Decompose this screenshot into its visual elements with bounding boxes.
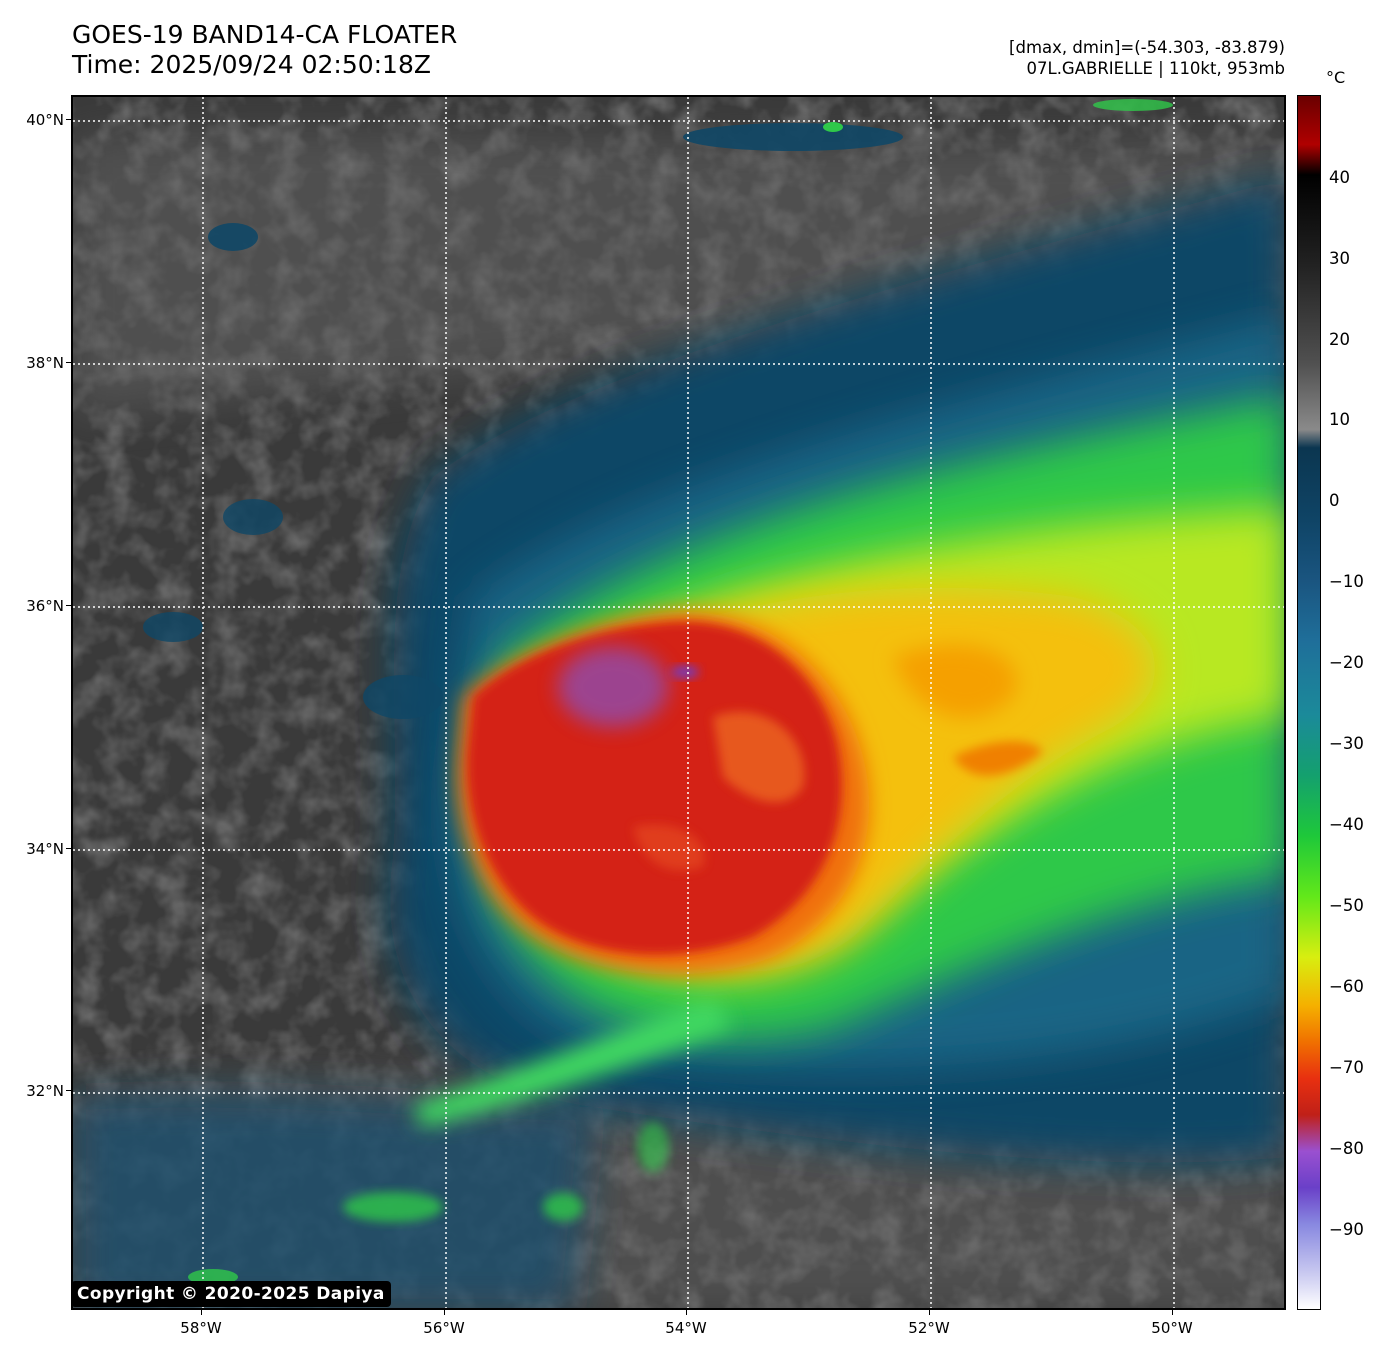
cloud-patch [343, 1192, 443, 1222]
colorbar-tick-m10: −10 [1329, 572, 1364, 591]
colorbar-tick-10: 10 [1329, 410, 1350, 429]
colorbar-tick-m40: −40 [1329, 815, 1364, 834]
cloud-patch [823, 122, 843, 132]
colorbar-tick-m30: −30 [1329, 734, 1364, 753]
lat-tick [66, 119, 71, 120]
storm-info: [dmax, dmin]=(-54.303, -83.879) 07L.GABR… [1009, 37, 1285, 79]
colorbar-tick-40: 40 [1329, 168, 1350, 187]
lat-label-32: 32°N [26, 1082, 64, 1100]
lon-tick [1172, 1310, 1173, 1315]
lat-tick [66, 1090, 71, 1091]
lat-label-36: 36°N [26, 597, 64, 615]
lat-tick [66, 848, 71, 849]
lon-label-56: 56°W [423, 1319, 465, 1337]
southern-spiral-band [413, 997, 733, 1127]
central-dense-overcast [467, 621, 842, 955]
cloud-patch [363, 675, 443, 719]
overshooting-top [671, 666, 699, 678]
storm-name-intensity: 07L.GABRIELLE | 110kt, 953mb [1026, 59, 1286, 78]
lon-label-58: 58°W [180, 1319, 222, 1337]
colorbar-tick-20: 20 [1329, 330, 1350, 349]
cloud-patch [637, 1122, 669, 1172]
lat-label-40: 40°N [26, 111, 64, 129]
inner-band-streak-2 [633, 824, 705, 871]
dmax-dmin-text: [dmax, dmin]=(-54.303, -83.879) [1009, 38, 1285, 57]
cold-cloud-tops [558, 647, 668, 727]
title-product: GOES-19 BAND14-CA FLOATER [72, 20, 458, 49]
colorbar-tick-m90: −90 [1329, 1220, 1364, 1239]
cloud-patch [208, 223, 258, 251]
colorbar-tick-m50: −50 [1329, 896, 1364, 915]
lon-tick [201, 1310, 202, 1315]
title-time: Time: 2025/09/24 02:50:18Z [72, 50, 431, 79]
copyright-badge: Copyright © 2020-2025 Dapiya [71, 1281, 391, 1307]
colorbar-unit: °C [1326, 68, 1346, 87]
cloud-patch [1093, 99, 1173, 111]
orange-outflow-cell [893, 644, 1017, 718]
lat-label-38: 38°N [26, 354, 64, 372]
lon-tick [444, 1310, 445, 1315]
colorbar-tick-m20: −20 [1329, 653, 1364, 672]
lat-label-34: 34°N [26, 840, 64, 858]
colorbar-tick-m60: −60 [1329, 977, 1364, 996]
lon-label-52: 52°W [908, 1319, 950, 1337]
cloud-patch [143, 612, 203, 642]
cloud-patch [683, 123, 903, 151]
orange-band-fragment [953, 741, 1043, 776]
colorbar-tick-m80: −80 [1329, 1139, 1364, 1158]
lon-label-50: 50°W [1151, 1319, 1193, 1337]
figure-title: GOES-19 BAND14-CA FLOATER Time: 2025/09/… [72, 20, 457, 80]
upper-cloud-deck [73, 131, 1284, 417]
lon-label-54: 54°W [665, 1319, 707, 1337]
lat-tick [66, 605, 71, 606]
lat-tick [66, 362, 71, 363]
colorbar-tick-m70: −70 [1329, 1058, 1364, 1077]
satellite-image [71, 95, 1286, 1310]
cloud-patch [543, 1193, 583, 1221]
lon-tick [929, 1310, 930, 1315]
lon-tick [686, 1310, 687, 1315]
temperature-colorbar [1297, 95, 1321, 1310]
satellite-imagery-svg [73, 97, 1284, 1308]
colorbar-tick-30: 30 [1329, 249, 1350, 268]
colorbar-tick-0: 0 [1329, 491, 1340, 510]
cloud-patch [223, 499, 283, 535]
southern-low-cloud [73, 1094, 593, 1308]
inner-band-streak [713, 711, 805, 803]
